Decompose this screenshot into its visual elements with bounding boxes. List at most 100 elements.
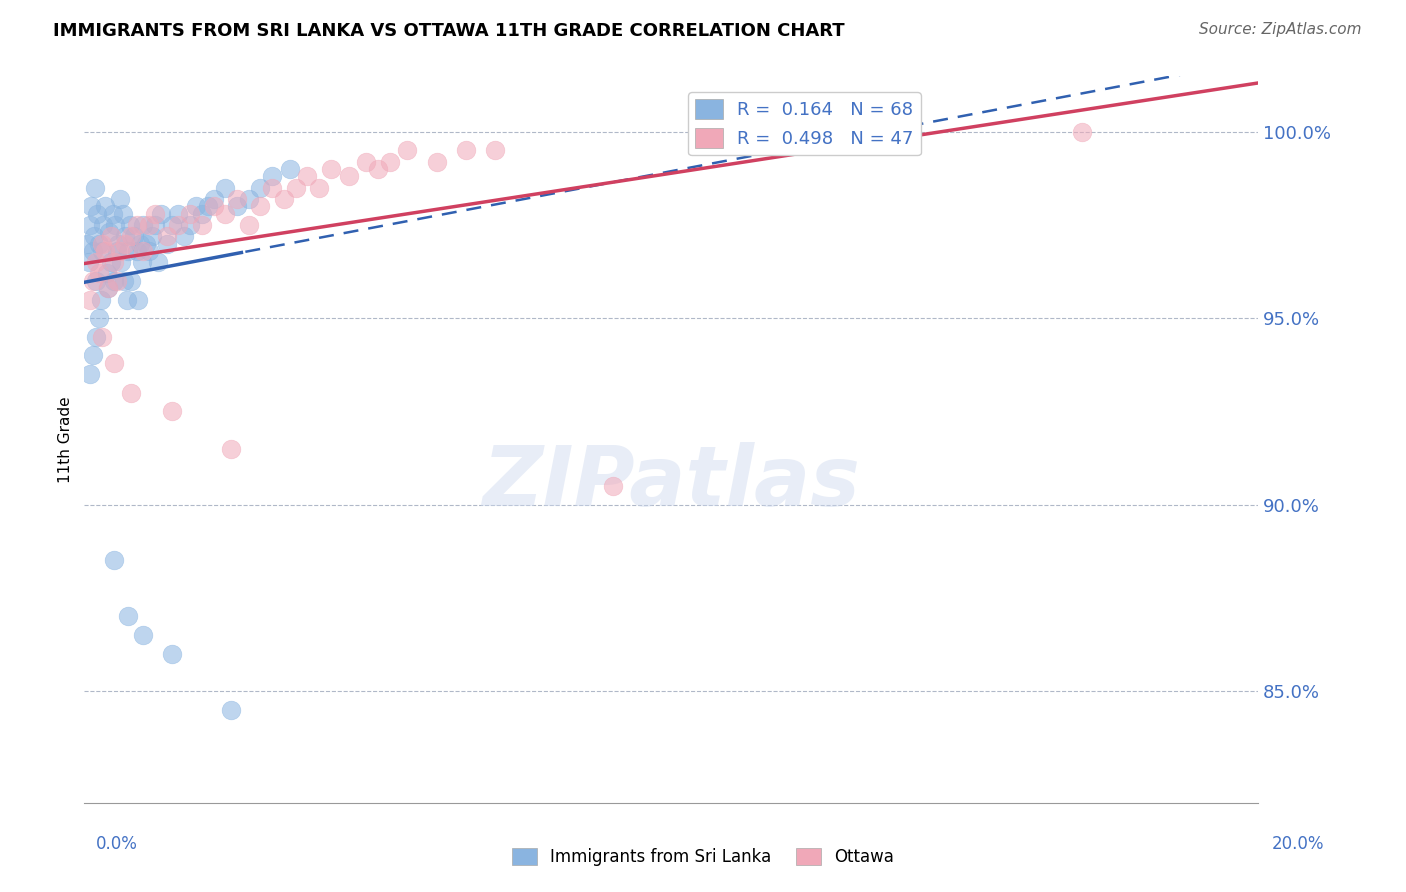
- Point: [454, 144, 477, 158]
- Point: [111, 207, 134, 221]
- Point: [96, 267, 118, 281]
- Point: [84, 255, 107, 269]
- Point: [101, 207, 124, 221]
- Point: [82, 348, 104, 362]
- Point: [103, 553, 125, 567]
- Point: [76, 236, 98, 251]
- Point: [162, 647, 184, 661]
- Point: [84, 330, 107, 344]
- Point: [90, 293, 112, 307]
- Point: [103, 274, 125, 288]
- Point: [105, 244, 128, 258]
- Point: [127, 218, 149, 232]
- Point: [82, 274, 104, 288]
- Point: [262, 169, 284, 184]
- Point: [117, 244, 139, 258]
- Legend: R =  0.164   N = 68, R =  0.498   N = 47: R = 0.164 N = 68, R = 0.498 N = 47: [689, 92, 921, 155]
- Point: [249, 180, 271, 194]
- Point: [97, 281, 120, 295]
- Legend: Immigrants from Sri Lanka, Ottawa: Immigrants from Sri Lanka, Ottawa: [505, 841, 901, 873]
- Point: [100, 255, 122, 269]
- Point: [91, 330, 114, 344]
- Point: [132, 218, 155, 232]
- Point: [155, 236, 177, 251]
- Point: [94, 244, 117, 258]
- Point: [138, 244, 160, 258]
- Point: [191, 207, 214, 221]
- Point: [100, 229, 122, 244]
- Point: [84, 180, 107, 194]
- Point: [214, 180, 236, 194]
- Text: 20.0%: 20.0%: [1272, 835, 1324, 853]
- Point: [179, 218, 201, 232]
- Point: [138, 218, 160, 232]
- Point: [108, 244, 131, 258]
- Point: [167, 218, 190, 232]
- Point: [112, 274, 135, 288]
- Point: [107, 236, 129, 251]
- Point: [238, 192, 260, 206]
- Point: [146, 255, 169, 269]
- Point: [91, 236, 114, 251]
- Point: [202, 192, 225, 206]
- Point: [120, 218, 142, 232]
- Point: [77, 255, 100, 269]
- Point: [87, 311, 110, 326]
- Point: [103, 255, 125, 269]
- Point: [354, 154, 377, 169]
- Point: [167, 207, 190, 221]
- Point: [319, 161, 342, 176]
- Point: [108, 192, 131, 206]
- Point: [197, 199, 219, 213]
- Point: [273, 192, 295, 206]
- Point: [602, 479, 624, 493]
- Point: [214, 207, 236, 221]
- Point: [120, 229, 142, 244]
- Point: [82, 244, 104, 258]
- Point: [278, 161, 301, 176]
- Point: [114, 229, 136, 244]
- Point: [87, 267, 110, 281]
- Point: [191, 218, 214, 232]
- Point: [131, 255, 153, 269]
- Point: [91, 244, 114, 258]
- Point: [135, 236, 157, 251]
- Point: [114, 236, 136, 251]
- Point: [87, 236, 110, 251]
- Point: [284, 180, 307, 194]
- Point: [103, 356, 125, 370]
- Text: IMMIGRANTS FROM SRI LANKA VS OTTAWA 11TH GRADE CORRELATION CHART: IMMIGRANTS FROM SRI LANKA VS OTTAWA 11TH…: [53, 22, 845, 40]
- Text: Source: ZipAtlas.com: Source: ZipAtlas.com: [1198, 22, 1361, 37]
- Point: [117, 609, 139, 624]
- Point: [83, 229, 105, 244]
- Point: [79, 367, 101, 381]
- Point: [426, 154, 449, 169]
- Point: [132, 244, 155, 258]
- Point: [97, 281, 120, 295]
- Point: [141, 229, 163, 244]
- Point: [86, 207, 108, 221]
- Point: [143, 207, 166, 221]
- Point: [94, 199, 117, 213]
- Point: [226, 199, 249, 213]
- Point: [129, 236, 152, 251]
- Point: [173, 229, 195, 244]
- Point: [127, 293, 149, 307]
- Point: [98, 226, 121, 240]
- Point: [308, 180, 330, 194]
- Point: [80, 199, 103, 213]
- Text: ZIPatlas: ZIPatlas: [482, 442, 860, 524]
- Point: [202, 199, 225, 213]
- Point: [162, 218, 184, 232]
- Text: 0.0%: 0.0%: [96, 835, 138, 853]
- Point: [367, 161, 389, 176]
- Point: [238, 218, 260, 232]
- Point: [396, 144, 419, 158]
- Point: [127, 244, 149, 258]
- Point: [297, 169, 319, 184]
- Point: [162, 404, 184, 418]
- Point: [104, 218, 127, 232]
- Point: [110, 255, 132, 269]
- Point: [120, 385, 142, 400]
- Point: [262, 180, 284, 194]
